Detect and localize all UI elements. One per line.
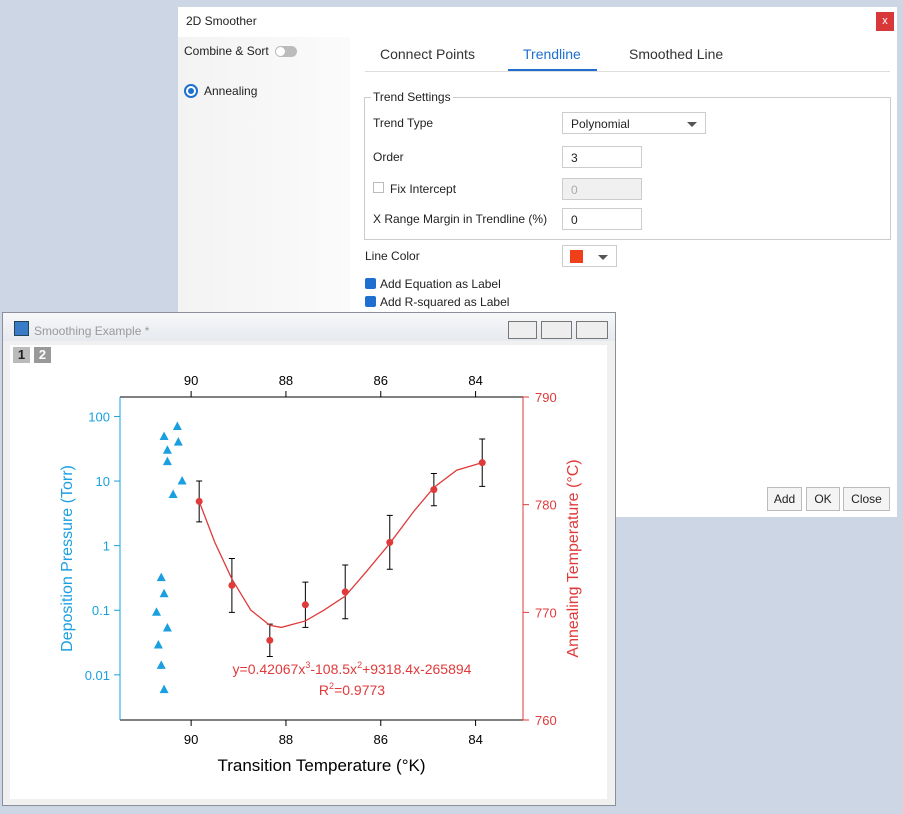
- x-tick-label: 86: [374, 732, 388, 747]
- select[interactable]: Polynomial: [562, 112, 706, 134]
- y2-tick-label: 770: [535, 605, 557, 620]
- button[interactable]: Add: [767, 487, 802, 511]
- r-squared-label: R2=0.9773: [319, 681, 385, 698]
- eq-part: -108.5x: [310, 661, 357, 677]
- circle-point: [301, 601, 309, 609]
- field-label: Fix Intercept: [390, 182, 457, 196]
- window-icon: [14, 321, 29, 336]
- r2-part: R: [319, 682, 329, 698]
- color-swatch: [570, 250, 583, 263]
- disabled-input: 0: [562, 178, 642, 200]
- x-tick-label: 88: [279, 732, 293, 747]
- y-axis-label: Deposition Pressure (Torr): [59, 465, 76, 652]
- triangle-point: [177, 476, 187, 485]
- y-tick-label: 10: [96, 474, 110, 489]
- line-color-label: Line Color: [365, 249, 420, 263]
- field-label: Order: [373, 150, 404, 164]
- triangle-point: [159, 684, 169, 694]
- group-title: Trend Settings: [371, 90, 453, 104]
- layer-tab[interactable]: 1: [13, 347, 30, 363]
- y-tick-label: 1: [103, 539, 110, 554]
- triangle-point: [153, 639, 163, 649]
- checkbox-label: Add Equation as Label: [380, 277, 501, 291]
- graph-window: Smoothing Example * 1 2 y=0.42067x3-108.…: [2, 312, 616, 806]
- triangle-point: [162, 456, 172, 466]
- tab[interactable]: Smoothed Line: [629, 46, 724, 62]
- tab-underline: [508, 69, 597, 71]
- y2-tick-label: 790: [535, 390, 557, 405]
- color-picker[interactable]: [562, 245, 617, 267]
- window-title: Smoothing Example *: [34, 324, 150, 338]
- y-tick-label: 100: [88, 409, 110, 424]
- y2-tick-label: 780: [535, 498, 557, 513]
- y-tick-label: 0.01: [85, 668, 110, 683]
- x-top-tick-label: 90: [184, 373, 198, 388]
- minimize-button[interactable]: [508, 321, 537, 339]
- checkbox-label: Add R-squared as Label: [380, 295, 510, 309]
- x-top-tick-label: 88: [279, 373, 293, 388]
- tab-divider: [365, 71, 890, 72]
- circle-point: [430, 486, 438, 494]
- r2-part: =0.9773: [334, 682, 385, 698]
- checkbox-checked[interactable]: [365, 296, 376, 307]
- eq-part: +9318.4x-265894: [362, 661, 472, 677]
- r2-sup: 2: [329, 681, 334, 691]
- checkbox[interactable]: [373, 182, 384, 193]
- equation-label: y=0.42067x3-108.5x2+9318.4x-265894: [233, 660, 472, 677]
- tab-active[interactable]: Trendline: [523, 46, 581, 62]
- radio[interactable]: [184, 84, 198, 98]
- text-input[interactable]: 3: [562, 146, 642, 168]
- button[interactable]: Close: [843, 487, 890, 511]
- group-box: [364, 97, 891, 240]
- eq-part: y=0.42067x: [233, 661, 306, 677]
- close-button[interactable]: x: [876, 12, 894, 31]
- combine-sort-label: Combine & Sort: [184, 44, 269, 58]
- graph-page: [10, 345, 607, 799]
- x-top-tick-label: 86: [374, 373, 388, 388]
- layer-tab[interactable]: 2: [34, 347, 51, 363]
- triangle-point: [168, 489, 178, 498]
- x-tick-label: 90: [184, 732, 198, 747]
- y-tick-label: 0.1: [92, 603, 110, 618]
- tab[interactable]: Connect Points: [380, 46, 475, 62]
- triangle-point: [173, 437, 183, 446]
- x-axis-label: Transition Temperature (°K): [217, 756, 425, 775]
- field-label: X Range Margin in Trendline (%): [373, 212, 548, 226]
- plot: y=0.42067x3-108.5x2+9318.4x-265894 R2=0.…: [59, 373, 582, 775]
- maximize-button[interactable]: [541, 321, 572, 339]
- triangle-point: [159, 588, 169, 598]
- toggle[interactable]: [275, 46, 297, 57]
- radio-label: Annealing: [204, 84, 258, 98]
- triangle-point: [152, 607, 162, 616]
- field-label: Trend Type: [373, 116, 434, 130]
- triangle-point: [156, 660, 166, 669]
- eq-sup: 2: [357, 660, 362, 670]
- triangle-point: [162, 623, 172, 632]
- text-input[interactable]: 0: [562, 208, 642, 230]
- checkbox-checked[interactable]: [365, 278, 376, 289]
- button[interactable]: OK: [806, 487, 840, 511]
- dialog-title: 2D Smoother: [186, 14, 257, 28]
- chart: y=0.42067x3-108.5x2+9318.4x-265894 R2=0.…: [59, 373, 582, 775]
- eq-sup: 3: [305, 660, 310, 670]
- triangle-point: [172, 421, 182, 430]
- close-window-button[interactable]: [576, 321, 608, 339]
- triangle-point: [162, 445, 172, 454]
- x-tick-label: 84: [468, 732, 482, 747]
- trend-line: [198, 462, 483, 629]
- circle-point: [228, 581, 236, 589]
- triangle-point: [159, 431, 169, 440]
- circle-point: [266, 636, 274, 644]
- triangle-point: [156, 572, 166, 582]
- y2-tick-label: 760: [535, 713, 557, 728]
- y2-axis-label: Annealing Temperature (°C): [565, 459, 582, 657]
- x-top-tick-label: 84: [468, 373, 482, 388]
- select-value: Polynomial: [571, 117, 630, 131]
